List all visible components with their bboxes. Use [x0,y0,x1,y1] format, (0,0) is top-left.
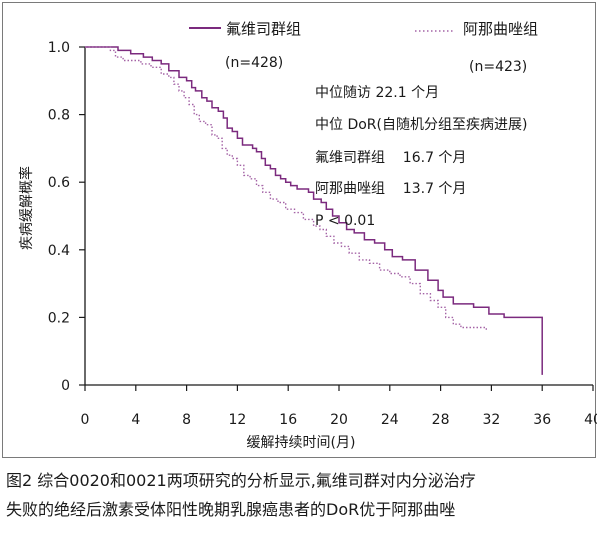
x-tick-label: 20 [330,412,348,428]
x-axis-label: 缓解持续时间(月) [247,434,356,451]
x-tick-label: 36 [533,412,551,428]
y-tick-label: 1.0 [48,40,70,56]
y-tick-label: 0.2 [48,310,70,326]
x-tick-label: 16 [279,412,297,428]
figure-caption: 图2 综合0020和0021两项研究的分析显示,氟维司群对内分泌治疗 失败的绝经… [6,466,596,524]
x-tick-label: 40 [584,412,597,428]
x-tick-label: 0 [81,412,90,428]
x-tick-label: 32 [482,412,500,428]
caption-line-2: 失败的绝经后激素受体阳性晚期乳腺癌患者的DoR优于阿那曲唑 [6,500,456,519]
figure-panel: 0 4 8 12 16 20 24 28 32 36 40 0 0.2 0.4 0.6 0.8 1.0 缓解持续… [2,2,597,458]
annotation-dor-definition: 中位 DoR(自随机分组至疾病进展) [315,117,527,133]
legend-n-fulvestrant: (n=428) [225,55,283,71]
x-tick-label: 24 [381,412,399,428]
legend-label-anastrozole: 阿那曲唑组 [463,20,538,38]
y-tick-label: 0 [61,378,70,394]
anastrozole-curve [85,46,487,331]
x-tick-label: 12 [228,412,246,428]
legend-label-fulvestrant: 氟维司群组 [226,20,301,38]
annotation-fulvestrant-median: 氟维司群组 16.7 个月 [315,150,466,166]
annotation-follow-up: 中位随访 22.1 个月 [315,85,439,101]
x-tick-label: 4 [131,412,140,428]
fulvestrant-curve [85,46,543,375]
y-tick-label: 0.8 [48,108,70,124]
x-tick-label: 8 [182,412,191,428]
caption-line-1: 图2 综合0020和0021两项研究的分析显示,氟维司群对内分泌治疗 [6,471,476,490]
y-axis-label: 疾病缓解概率 [18,166,35,250]
km-chart: 0 4 8 12 16 20 24 28 32 36 40 0 0.2 0.4 0.6 0.8 1.0 缓解持续… [18,20,597,451]
annotation-p-value: P < 0.01 [315,213,375,229]
legend-n-anastrozole: (n=423) [469,59,527,75]
y-tick-label: 0.4 [48,243,70,259]
annotation-anastrozole-median: 阿那曲唑组 13.7 个月 [315,181,466,197]
y-tick-label: 0.6 [48,175,70,191]
x-tick-label: 28 [432,412,450,428]
